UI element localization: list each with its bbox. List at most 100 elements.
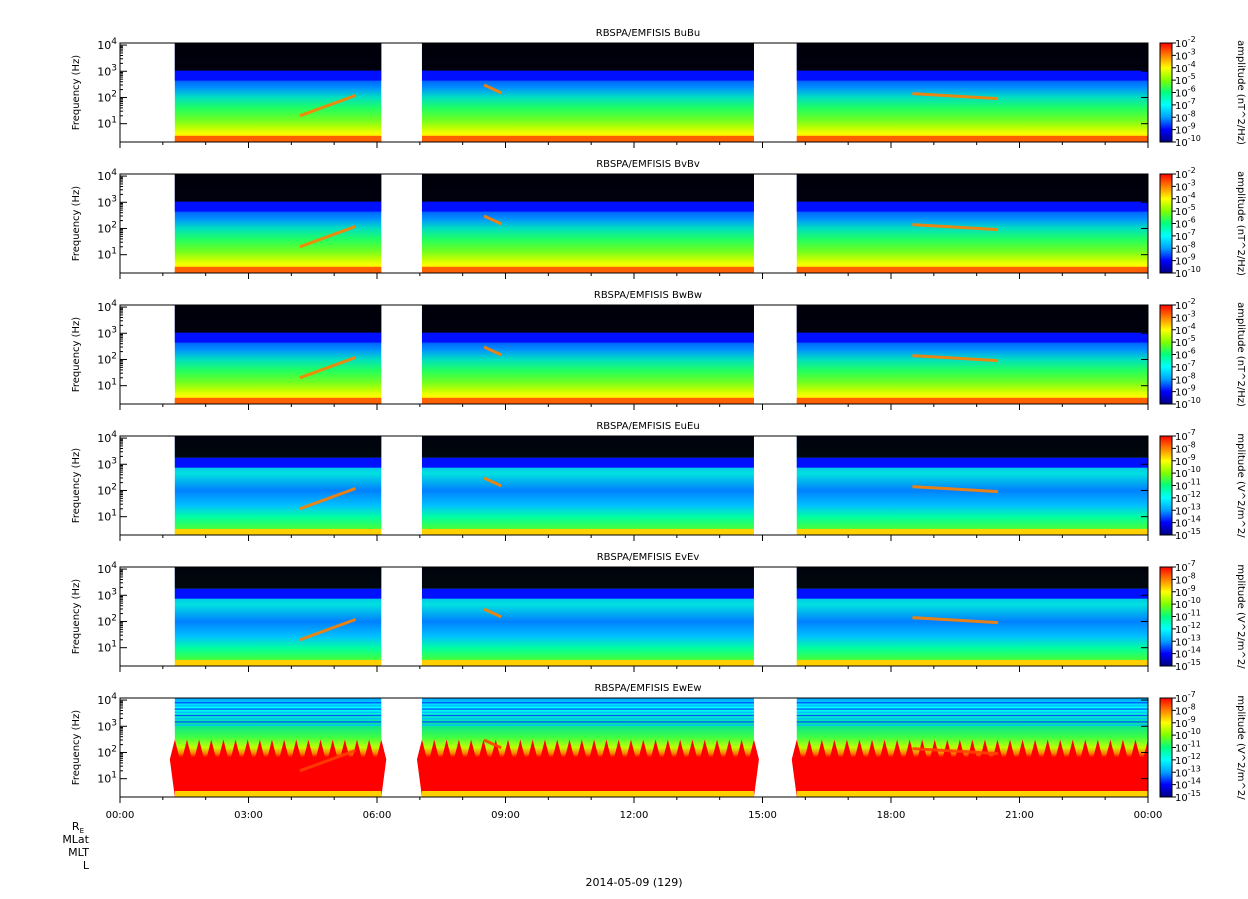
time-axis: 00:00 03:00 06:00 09:00 12:00 15:00 18:00 21:00… — [106, 810, 1163, 821]
panel-title: RBSPA/EMFISIS BvBv — [596, 159, 700, 170]
colorbar-label: amplitude (nT^2/Hz) — [1235, 40, 1246, 145]
black-region — [421, 305, 754, 333]
wave-feature — [912, 354, 999, 363]
colorbar — [1159, 566, 1173, 667]
colorbar-tick-label: 10-12 — [1175, 490, 1201, 505]
y-axis-label: Frequency (Hz) — [71, 579, 82, 655]
black-region — [421, 567, 754, 589]
low-freq-band — [421, 529, 754, 535]
spectrogram-body — [174, 43, 1148, 142]
y-tick-label: 101 — [97, 771, 117, 786]
colorbar-tick-label: 10-5 — [1175, 334, 1196, 349]
colorbar-label: mplitude (V^2/m^2/ — [1235, 695, 1246, 800]
ephemeris-label-re-subscript: E — [80, 827, 84, 835]
low-freq-band — [174, 791, 382, 797]
colorbar-tick-label: 10-7 — [1175, 97, 1196, 112]
spectrogram-body — [169, 698, 1148, 797]
stripe — [796, 702, 1148, 704]
low-freq-band — [421, 267, 754, 273]
colorbar-tick-label: 10-9 — [1175, 584, 1196, 599]
panel-3: RBSPA/EMFISIS BwBw Frequency (Hz) 101 102 10… — [71, 290, 1246, 411]
colorbar-tick-label: 10-15 — [1175, 658, 1201, 673]
black-region — [174, 43, 382, 71]
panels-layer: RBSPA/EMFISIS BuBu Frequency (Hz) 101 102 10… — [71, 28, 1246, 804]
black-region — [796, 567, 1148, 589]
stripe — [421, 718, 754, 720]
panel-6: RBSPA/EMFISIS EwEw Frequency (Hz) 101 102 10… — [71, 683, 1246, 804]
y-tick-label: 101 — [97, 640, 117, 655]
colorbar-tick-label: 10-8 — [1175, 571, 1196, 586]
colorbar-tick-label: 10-11 — [1175, 740, 1201, 755]
colorbar-tick-label: 10-10 — [1175, 265, 1201, 280]
low-freq-band — [421, 791, 754, 797]
low-freq-band — [796, 791, 1148, 797]
red-region — [791, 739, 1148, 797]
ephemeris-labels: RE MLat MLT L — [62, 820, 90, 872]
blue-band — [174, 70, 382, 81]
wave-feature — [483, 214, 502, 226]
x-tick-label: 18:00 — [877, 810, 906, 821]
stripe — [174, 718, 382, 720]
colorbar-tick-label: 10-9 — [1175, 122, 1196, 137]
ephemeris-label-mlt: MLT — [68, 846, 89, 859]
black-region — [796, 305, 1148, 333]
panel-5: RBSPA/EMFISIS EvEv Frequency (Hz) 101 102 10… — [71, 552, 1246, 673]
wave-feature — [299, 748, 357, 773]
stripe — [174, 702, 382, 704]
wave-feature — [912, 92, 999, 101]
wave-feature — [299, 224, 357, 249]
colorbar-label: amplitude (nT^2/Hz) — [1235, 302, 1246, 407]
stripe — [174, 705, 382, 707]
stripe — [174, 708, 382, 710]
colorbar-tick-label: 10-3 — [1175, 47, 1196, 62]
black-region — [421, 174, 754, 202]
colorbar-tick-label: 10-10 — [1175, 727, 1201, 742]
colorbar-tick-label: 10-2 — [1175, 166, 1196, 181]
colorbar-tick-label: 10-2 — [1175, 297, 1196, 312]
black-region — [796, 174, 1148, 202]
panel-title: RBSPA/EMFISIS EwEw — [594, 683, 701, 694]
x-tick-label: 09:00 — [491, 810, 520, 821]
colorbar-tick-label: 10-10 — [1175, 596, 1201, 611]
y-tick-label: 101 — [97, 509, 117, 524]
panel-1: RBSPA/EMFISIS BuBu Frequency (Hz) 101 102 10… — [71, 28, 1246, 149]
panel-2: RBSPA/EMFISIS BvBv Frequency (Hz) 101 102 10… — [71, 159, 1246, 280]
x-tick-label: 06:00 — [363, 810, 392, 821]
y-tick-label: 103 — [97, 456, 117, 471]
y-axis-label: Frequency (Hz) — [71, 448, 82, 524]
blue-band — [421, 201, 754, 212]
low-freq-band — [174, 660, 382, 666]
stripe — [421, 702, 754, 704]
y-tick-label: 101 — [97, 247, 117, 262]
colorbar — [1159, 435, 1173, 536]
colorbar-tick-label: 10-10 — [1175, 465, 1201, 480]
blue-band — [796, 457, 1148, 468]
colorbar-tick-label: 10-4 — [1175, 60, 1196, 75]
low-freq-band — [174, 136, 382, 142]
colorbar — [1159, 304, 1173, 405]
low-freq-band — [796, 660, 1148, 666]
wave-feature — [483, 476, 502, 488]
blue-band — [174, 332, 382, 343]
stripe — [796, 705, 1148, 707]
y-tick-label: 103 — [97, 63, 117, 78]
colorbar-tick-label: 10-6 — [1175, 85, 1196, 100]
date-label: 2014-05-09 (129) — [585, 876, 682, 889]
stripe — [421, 714, 754, 717]
x-tick-label: 03:00 — [234, 810, 263, 821]
spectrogram-body — [174, 174, 1148, 273]
colorbar-tick-label: 10-14 — [1175, 777, 1201, 792]
colorbar-tick-label: 10-5 — [1175, 72, 1196, 87]
y-axis-label: Frequency (Hz) — [71, 55, 82, 131]
low-freq-band — [421, 660, 754, 666]
x-tick-label: 21:00 — [1005, 810, 1034, 821]
black-region — [174, 567, 382, 589]
colorbar-tick-label: 10-5 — [1175, 203, 1196, 218]
blue-band — [796, 70, 1148, 81]
colorbar-tick-label: 10-7 — [1175, 690, 1196, 705]
colorbar — [1159, 697, 1173, 798]
low-freq-band — [174, 398, 382, 404]
colorbar-tick-label: 10-9 — [1175, 715, 1196, 730]
panel-title: RBSPA/EMFISIS EvEv — [597, 552, 700, 563]
